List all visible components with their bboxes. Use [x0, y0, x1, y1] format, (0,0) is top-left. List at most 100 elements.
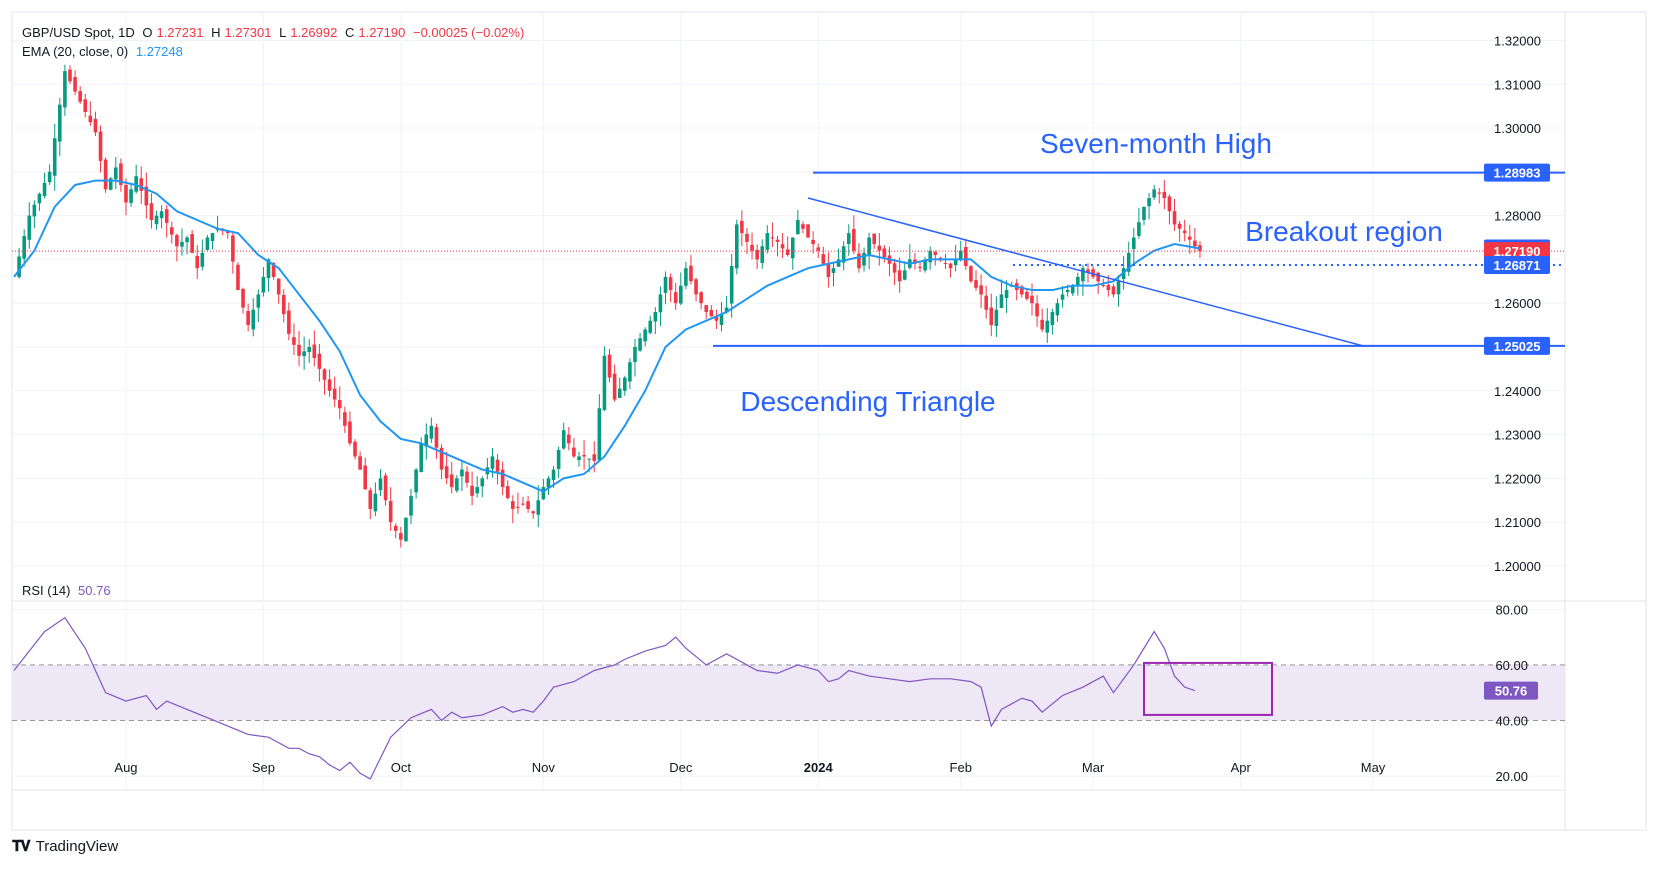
candle-body: [348, 421, 352, 444]
high-label: H: [211, 25, 221, 40]
candle-body: [480, 478, 485, 487]
tradingview-footer[interactable]: 𝐓𝐕 TradingView: [12, 838, 118, 855]
candle-body: [378, 478, 383, 491]
candle-body: [526, 501, 530, 509]
candle-body: [602, 355, 607, 410]
descending-triangle-label: Descending Triangle: [740, 386, 995, 417]
rsi-tick-label: 40.00: [1495, 714, 1528, 729]
candle-body: [363, 465, 368, 490]
candle-body: [821, 254, 826, 264]
candle-body: [22, 236, 26, 259]
candle-body: [103, 159, 108, 190]
candle-body: [948, 263, 953, 269]
price-tick-label: 1.21000: [1494, 515, 1541, 530]
rsi-axis[interactable]: 20.00 40.00 60.00 80.00 50.76: [1484, 602, 1538, 784]
pattern-annotations: Seven-month High Breakout region Descendin…: [12, 128, 1565, 716]
low-label: L: [279, 25, 287, 40]
candle-body: [32, 204, 37, 217]
candle-body: [1177, 223, 1182, 229]
candle-body: [643, 329, 647, 342]
candle-body: [169, 227, 174, 235]
candle-body: [673, 292, 678, 304]
candle-body: [444, 466, 449, 479]
time-axis[interactable]: Aug Sep Oct Nov Dec 2024 Feb Mar Apr May: [114, 760, 1385, 775]
ema-legend: EMA (20, close, 0) 1.27248: [22, 44, 187, 59]
price-tick-label: 1.22000: [1494, 471, 1541, 486]
change-value: −0.00025 (−0.02%): [412, 25, 525, 40]
open-label: O: [142, 25, 153, 40]
grid-lines: [12, 12, 1565, 790]
candle-body: [1162, 191, 1167, 199]
candle-body: [261, 276, 266, 293]
candle-body: [63, 71, 67, 108]
candle-body: [98, 131, 103, 161]
candle-body: [108, 178, 113, 190]
price-tick-label: 1.32000: [1494, 33, 1541, 48]
candle-body: [404, 517, 408, 542]
candle-body: [164, 209, 169, 223]
rsi-14-line: [13, 616, 1196, 780]
open-value: 1.27231: [156, 25, 204, 40]
candle-body: [1020, 286, 1024, 295]
candle-body: [312, 344, 317, 358]
candle-body: [73, 77, 77, 92]
rsi-highlight-box: [1143, 661, 1273, 716]
candle-body: [724, 307, 729, 313]
rsi-badge-label: 50.76: [1495, 684, 1528, 699]
candle-body: [383, 475, 388, 501]
candle-body: [551, 469, 556, 481]
candle-body: [897, 270, 902, 282]
candle-body: [393, 525, 398, 531]
rsi-label: RSI (14): [22, 583, 71, 598]
candle-body: [302, 351, 306, 357]
candle-body: [923, 259, 927, 271]
ema-line: [13, 179, 1201, 493]
price-badge-label: 1.27190: [1494, 244, 1541, 259]
candle-body: [989, 307, 994, 326]
candle-body: [134, 176, 138, 192]
candle-body: [1025, 291, 1029, 299]
candle-body: [210, 233, 215, 242]
candle-body: [943, 262, 948, 264]
candle-body: [811, 239, 815, 245]
candle-body: [180, 241, 184, 247]
candle-body: [149, 203, 154, 220]
price-axis[interactable]: 1.20000 1.21000 1.22000 1.23000 1.24000 1.250…: [1484, 33, 1550, 574]
price-tick-label: 1.23000: [1494, 428, 1541, 443]
candle-body: [266, 259, 271, 279]
candle-body: [37, 193, 42, 204]
candle-body: [597, 408, 602, 461]
time-tick-label: Nov: [532, 760, 556, 775]
candle-body: [587, 458, 591, 460]
candle-body: [928, 250, 932, 263]
brand-name: TradingView: [35, 838, 119, 855]
candle-body: [119, 163, 123, 185]
candle-body: [460, 469, 464, 477]
price-tick-label: 1.31000: [1494, 77, 1541, 92]
candle-body: [419, 443, 423, 473]
rsi-value: 50.76: [78, 583, 111, 598]
candle-body: [343, 412, 347, 426]
candle-body: [958, 250, 963, 260]
candle-body: [561, 430, 566, 449]
candle-body: [1045, 320, 1050, 333]
candle-body: [124, 184, 128, 203]
candle-body: [648, 320, 653, 333]
candle-body: [780, 244, 785, 249]
candle-body: [694, 279, 698, 295]
candle-body: [1050, 311, 1055, 326]
candle-body: [734, 224, 739, 269]
candle-body: [867, 237, 871, 256]
candle-body: [455, 478, 459, 491]
candle-body: [256, 294, 261, 308]
candle-body: [236, 264, 240, 291]
candle-body: [317, 353, 322, 369]
time-tick-label: Apr: [1231, 760, 1252, 775]
candle-body: [429, 425, 434, 439]
price-tick-label: 1.20000: [1494, 559, 1541, 574]
candle-body: [750, 244, 754, 251]
candle-body: [292, 337, 296, 345]
candle-body: [531, 511, 535, 514]
price-tick-label: 1.30000: [1494, 121, 1541, 136]
